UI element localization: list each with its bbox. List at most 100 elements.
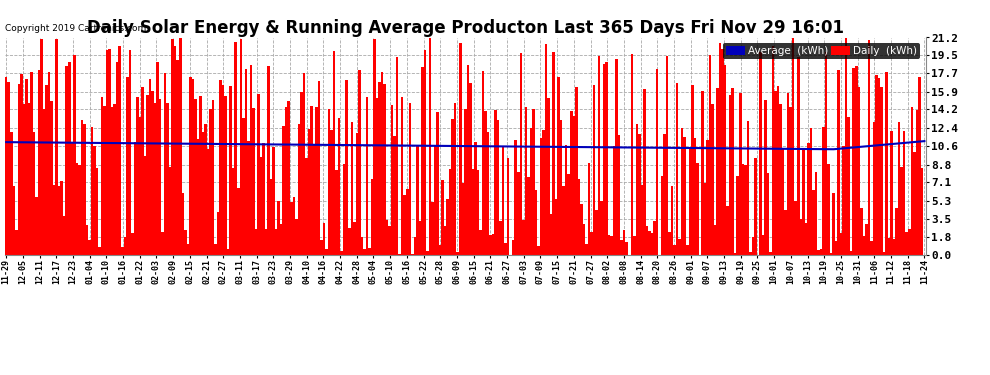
Title: Daily Solar Energy & Running Average Producton Last 365 Days Fri Nov 29 16:01: Daily Solar Energy & Running Average Pro… xyxy=(87,20,843,38)
Bar xyxy=(572,116,575,255)
Bar xyxy=(844,38,847,255)
Bar xyxy=(350,122,353,255)
Bar xyxy=(898,122,901,255)
Bar xyxy=(817,250,820,255)
Bar xyxy=(696,163,699,255)
Bar xyxy=(631,54,633,255)
Bar xyxy=(52,185,55,255)
Bar xyxy=(605,63,608,255)
Bar xyxy=(78,165,80,255)
Bar xyxy=(237,188,240,255)
Bar xyxy=(401,97,404,255)
Bar xyxy=(199,96,202,255)
Bar xyxy=(471,169,474,255)
Bar xyxy=(358,70,360,255)
Bar xyxy=(641,186,644,255)
Bar xyxy=(421,67,424,255)
Bar xyxy=(613,147,616,255)
Bar xyxy=(739,93,742,255)
Bar xyxy=(158,99,161,255)
Bar xyxy=(792,38,795,255)
Bar xyxy=(326,249,328,255)
Bar xyxy=(621,240,623,255)
Bar xyxy=(722,49,724,255)
Bar xyxy=(348,228,350,255)
Bar xyxy=(68,62,70,255)
Bar xyxy=(805,223,807,255)
Bar xyxy=(893,239,895,255)
Bar xyxy=(795,201,797,255)
Bar xyxy=(885,72,888,255)
Bar xyxy=(469,83,471,255)
Bar xyxy=(153,103,156,255)
Bar xyxy=(370,179,373,255)
Bar xyxy=(174,46,176,255)
Bar xyxy=(704,183,706,255)
Bar xyxy=(777,86,779,255)
Bar xyxy=(275,229,277,255)
Bar xyxy=(310,106,313,255)
Bar xyxy=(18,84,20,255)
Bar xyxy=(648,231,650,255)
Bar xyxy=(15,230,18,255)
Bar xyxy=(285,107,287,255)
Bar xyxy=(338,118,341,255)
Bar xyxy=(333,51,336,255)
Bar xyxy=(515,140,517,255)
Bar xyxy=(429,38,432,255)
Bar xyxy=(527,177,530,255)
Bar xyxy=(779,104,782,255)
Bar xyxy=(908,229,911,255)
Bar xyxy=(916,110,918,255)
Bar xyxy=(560,120,562,255)
Bar xyxy=(681,128,683,255)
Bar xyxy=(600,201,603,255)
Bar xyxy=(393,136,396,255)
Bar xyxy=(209,109,212,255)
Bar xyxy=(353,222,355,255)
Bar xyxy=(240,39,243,255)
Bar xyxy=(769,252,772,255)
Bar xyxy=(446,199,448,255)
Bar xyxy=(706,140,709,255)
Bar xyxy=(598,56,600,255)
Bar xyxy=(903,132,906,255)
Bar xyxy=(676,83,678,255)
Bar xyxy=(593,86,595,255)
Bar xyxy=(230,86,232,255)
Bar xyxy=(727,206,729,255)
Bar xyxy=(184,230,186,255)
Bar xyxy=(489,236,492,255)
Bar xyxy=(671,186,673,255)
Bar xyxy=(797,57,800,255)
Bar xyxy=(650,232,653,255)
Bar xyxy=(840,233,842,255)
Bar xyxy=(862,236,865,255)
Bar xyxy=(341,251,343,255)
Bar xyxy=(25,79,28,255)
Bar xyxy=(729,96,732,255)
Bar xyxy=(456,252,459,255)
Bar xyxy=(694,138,696,255)
Bar xyxy=(540,138,543,255)
Bar xyxy=(547,98,549,255)
Bar xyxy=(43,109,46,255)
Bar xyxy=(295,219,298,255)
Bar xyxy=(277,201,280,255)
Bar xyxy=(156,62,158,255)
Bar xyxy=(525,107,527,255)
Bar xyxy=(254,229,257,255)
Bar xyxy=(865,224,867,255)
Bar xyxy=(171,39,174,255)
Bar xyxy=(252,108,254,255)
Bar xyxy=(774,91,777,255)
Bar xyxy=(448,169,451,255)
Bar xyxy=(58,186,60,255)
Bar xyxy=(857,87,860,255)
Bar xyxy=(363,249,365,255)
Bar xyxy=(368,248,370,255)
Bar xyxy=(355,133,358,255)
Bar xyxy=(300,92,303,255)
Bar xyxy=(151,92,153,255)
Bar xyxy=(636,123,639,255)
